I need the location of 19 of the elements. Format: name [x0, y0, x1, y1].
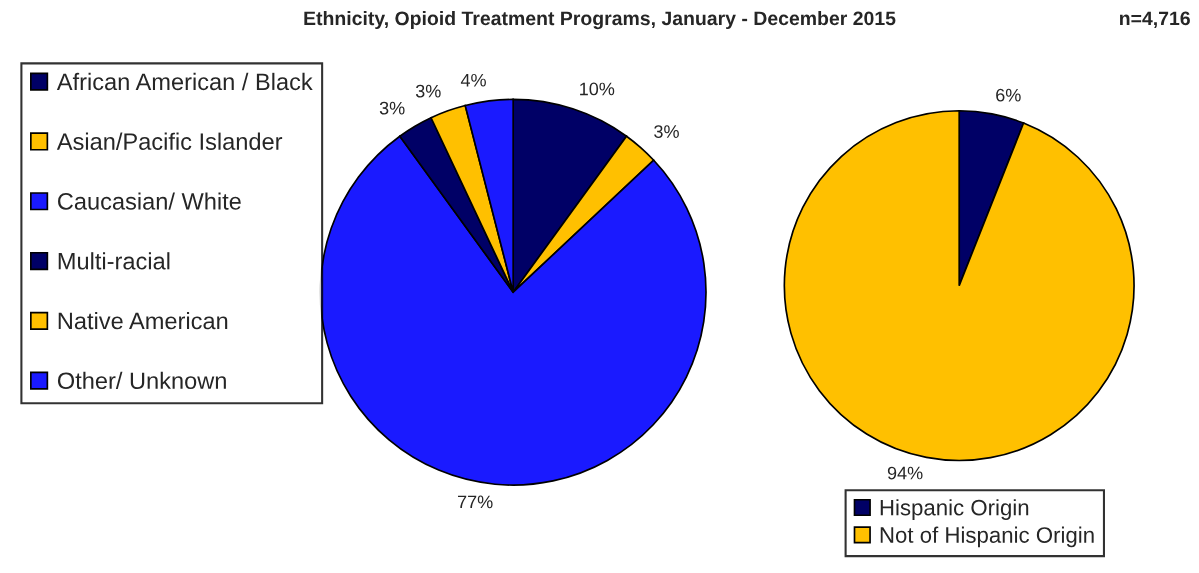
data-label: 77% — [458, 495, 493, 509]
legend-label: Asian/Pacific Islander — [56, 132, 283, 150]
legend-label: Native American — [58, 311, 228, 330]
data-label: 3% — [415, 84, 441, 98]
pie-slice — [783, 109, 1135, 462]
legend-label: Multi-racial — [58, 252, 170, 270]
data-label: 10% — [580, 82, 615, 96]
data-label: 3% — [379, 101, 405, 115]
text: n=4,716 — [1120, 11, 1190, 29]
data-label: 6% — [996, 88, 1021, 102]
data-label: 4% — [460, 73, 486, 87]
legend-label: African American / Black — [56, 72, 313, 91]
chart-title: Ethnicity, Opioid Treatment Programs, January - December 2015 — [304, 10, 896, 30]
legend-label: Other/ Unknown — [57, 371, 226, 390]
data-label: 94% — [887, 466, 923, 480]
legend-label: Caucasian/ White — [58, 192, 241, 210]
legend-label: Not of Hispanic Origin — [880, 526, 1094, 548]
legend-label: Hispanic Origin — [880, 499, 1029, 520]
data-label: 3% — [654, 125, 679, 138]
